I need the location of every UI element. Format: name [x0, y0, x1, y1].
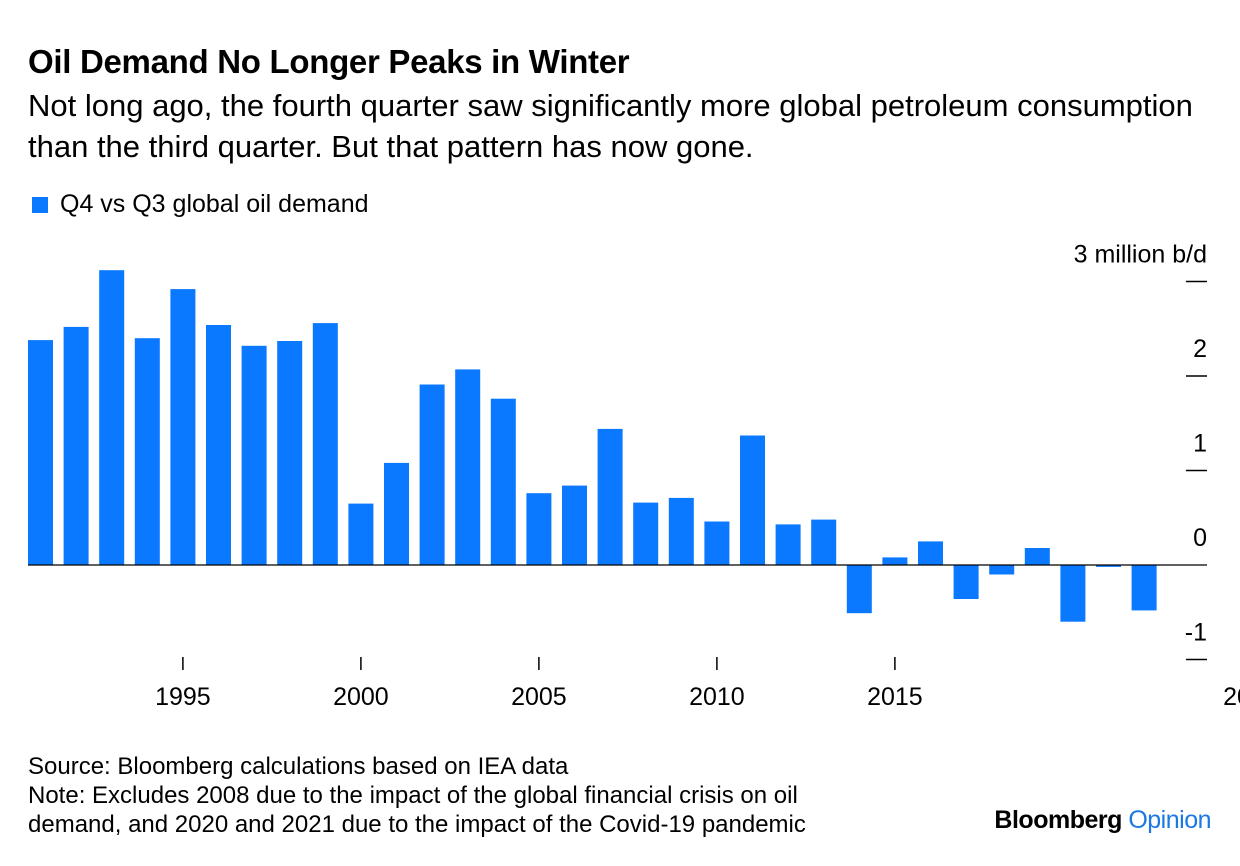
x-axis: 1995 2000 2005 2010 2015 2025	[155, 657, 1240, 711]
bar-2012	[775, 524, 801, 565]
bar-2021	[1096, 565, 1121, 567]
bar-2022	[1131, 565, 1157, 611]
legend-swatch	[32, 196, 48, 213]
x-tick-label: 2005	[511, 683, 567, 711]
bar-2019	[1024, 548, 1050, 565]
bar-1996	[206, 325, 231, 565]
legend-label: Q4 vs Q3 global oil demand	[60, 190, 369, 218]
bar-2017	[953, 565, 979, 599]
bar-2011	[740, 435, 765, 565]
bars-layer	[28, 270, 1157, 622]
bar-2014	[846, 565, 872, 614]
bar-2016	[918, 541, 943, 565]
bar-2018	[989, 565, 1015, 575]
footnote-line-2: demand, and 2020 and 2021 due to the imp…	[28, 811, 806, 838]
bar-1997	[241, 345, 267, 565]
x-tick-label: 2000	[333, 683, 389, 711]
x-tick-label: 2025	[1223, 683, 1240, 711]
bar-2015	[882, 557, 908, 565]
chart-subtitle: Not long ago, the fourth quarter saw sig…	[28, 88, 1193, 164]
chart-legend: Q4 vs Q3 global oil demand	[32, 190, 369, 219]
brand-name: Bloomberg	[994, 806, 1122, 834]
bar-1992	[63, 326, 89, 565]
bar-1994	[134, 338, 160, 565]
bar-2006	[562, 485, 587, 565]
bar-2002	[419, 384, 445, 565]
chart-title: Oil Demand No Longer Peaks in Winter	[28, 43, 630, 80]
y-tick-label: 0	[1193, 524, 1207, 552]
x-tick-label: 2015	[867, 683, 923, 711]
y-tick-label: -1	[1185, 619, 1207, 647]
x-tick-label: 2010	[689, 683, 745, 711]
bar-2007	[597, 428, 623, 565]
bar-2009	[668, 497, 694, 565]
bar-1999	[312, 323, 338, 565]
bar-2003	[455, 369, 481, 565]
source-note: Source: Bloomberg calculations based on …	[28, 753, 569, 780]
y-tick-label: 1	[1193, 430, 1207, 458]
bar-2005	[526, 493, 552, 565]
bar-1993	[99, 270, 125, 565]
y-axis: 3 million b/d 2 1 0 -1	[1074, 241, 1207, 661]
bar-1991	[28, 340, 53, 565]
bar-2004	[490, 398, 516, 565]
bar-2010	[704, 521, 730, 565]
x-tick-label: 1995	[155, 683, 211, 711]
bar-2013	[811, 519, 837, 565]
bar-2020	[1060, 565, 1086, 622]
bar-2008	[633, 502, 659, 565]
brand-sub: Opinion	[1128, 806, 1211, 834]
y-tick-label: 3 million b/d	[1074, 241, 1207, 269]
bar-2001	[384, 462, 409, 565]
chart-footer: Source: Bloomberg calculations based on …	[28, 752, 806, 839]
footnote-line-1: Note: Excludes 2008 due to the impact of…	[28, 782, 798, 809]
bar-1995	[170, 289, 196, 565]
bar-1998	[277, 341, 303, 565]
bar-2000	[348, 503, 374, 565]
bloomberg-opinion-logo: Bloomberg Opinion	[994, 806, 1211, 835]
y-tick-label: 2	[1193, 335, 1207, 363]
